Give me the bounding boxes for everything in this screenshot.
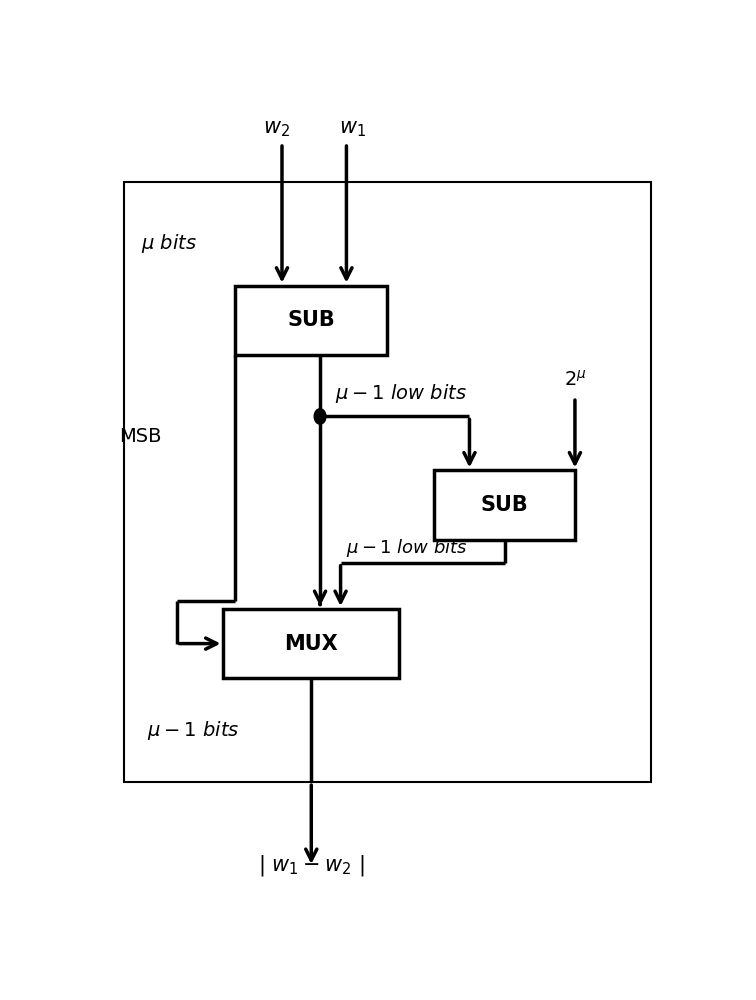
Text: $w_1$: $w_1$ [339,119,366,139]
Text: $\mu - 1$ bits: $\mu - 1$ bits [147,719,240,742]
Text: $|\ w_1 - w_2\ |$: $|\ w_1 - w_2\ |$ [258,853,364,878]
Text: MUX: MUX [284,634,338,654]
FancyBboxPatch shape [235,286,387,355]
FancyBboxPatch shape [434,470,575,540]
Text: MSB: MSB [119,427,162,446]
Text: $w_2$: $w_2$ [262,119,290,139]
Text: SUB: SUB [287,310,335,330]
FancyBboxPatch shape [224,609,399,678]
Text: $\mu - 1$ low bits: $\mu - 1$ low bits [335,382,466,405]
Text: SUB: SUB [481,495,528,515]
Text: $\mu$ bits: $\mu$ bits [141,232,197,255]
Text: $2^{\mu}$: $2^{\mu}$ [564,369,586,389]
Text: $\mu - 1$ low bits: $\mu - 1$ low bits [346,537,468,559]
FancyBboxPatch shape [124,182,651,782]
Circle shape [314,409,326,424]
